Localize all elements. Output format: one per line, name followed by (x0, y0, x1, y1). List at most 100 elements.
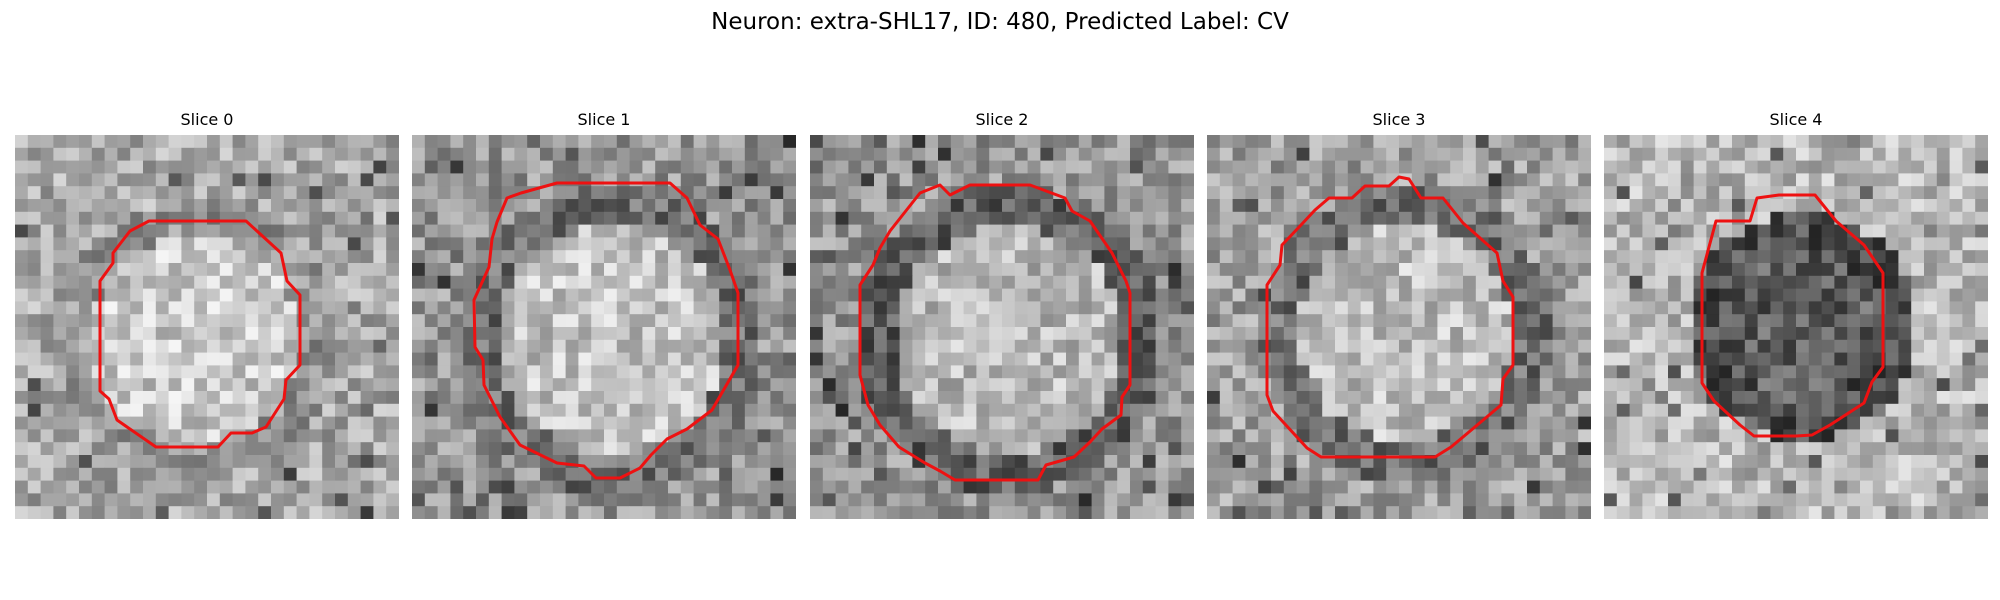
pixel (1258, 340, 1271, 353)
pixel (373, 340, 386, 353)
pixel (694, 353, 707, 366)
pixel (989, 161, 1002, 174)
pixel (719, 404, 732, 417)
pixel (233, 353, 246, 366)
pixel (1258, 186, 1271, 199)
pixel (1860, 493, 1873, 506)
pixel (1130, 429, 1143, 442)
pixel (566, 263, 579, 276)
pixel (1706, 173, 1719, 186)
pixel (1681, 378, 1694, 391)
pixel (1143, 429, 1156, 442)
pixel (1233, 391, 1246, 404)
pixel (591, 353, 604, 366)
pixel (1770, 212, 1783, 225)
pixel (194, 493, 207, 506)
pixel (1694, 237, 1707, 250)
pixel (912, 493, 925, 506)
pixel (1412, 429, 1425, 442)
pixel (1950, 276, 1963, 289)
pixel (1937, 301, 1950, 314)
pixel (348, 237, 361, 250)
pixel (694, 263, 707, 276)
pixel (1514, 468, 1527, 481)
pixel (1220, 455, 1233, 468)
pixel (194, 417, 207, 430)
pixel (373, 404, 386, 417)
pixel (604, 289, 617, 302)
pixel (79, 417, 92, 430)
pixel (130, 301, 143, 314)
pixel (1143, 237, 1156, 250)
pixel (887, 327, 900, 340)
pixel (540, 327, 553, 340)
pixel (1028, 276, 1041, 289)
pixel (1092, 314, 1105, 327)
pixel (169, 225, 182, 238)
pixel (1719, 301, 1732, 314)
pixel (591, 225, 604, 238)
pixel (874, 173, 887, 186)
pixel (92, 353, 105, 366)
pixel (1822, 493, 1835, 506)
pixel (1348, 199, 1361, 212)
pixel (1156, 455, 1169, 468)
pixel (1143, 327, 1156, 340)
pixel (1463, 263, 1476, 276)
pixel (53, 365, 66, 378)
pixel (1796, 263, 1809, 276)
pixel (335, 429, 348, 442)
pixel (450, 417, 463, 430)
pixel (1514, 237, 1527, 250)
pixel (412, 301, 425, 314)
pixel (848, 237, 861, 250)
pixel (169, 429, 182, 442)
pixel (1681, 391, 1694, 404)
pixel (989, 135, 1002, 148)
pixel (15, 429, 28, 442)
pixel (783, 404, 796, 417)
pixel (976, 276, 989, 289)
pixel (1642, 148, 1655, 161)
pixel (220, 225, 233, 238)
pixel (1092, 455, 1105, 468)
pixel (425, 340, 438, 353)
pixel (1309, 173, 1322, 186)
pixel (1130, 455, 1143, 468)
pixel (1962, 237, 1975, 250)
pixel (1361, 237, 1374, 250)
pixel (912, 468, 925, 481)
pixel (1783, 173, 1796, 186)
pixel (425, 391, 438, 404)
pixel (964, 391, 977, 404)
pixel (220, 353, 233, 366)
pixel (1476, 442, 1489, 455)
pixel (1156, 365, 1169, 378)
pixel (706, 429, 719, 442)
pixel (1681, 468, 1694, 481)
pixel (348, 250, 361, 263)
pixel (1886, 263, 1899, 276)
pixel (489, 442, 502, 455)
pixel (951, 493, 964, 506)
pixel (1501, 493, 1514, 506)
pixel (41, 365, 54, 378)
pixel (617, 250, 630, 263)
pixel (1053, 481, 1066, 494)
pixel (1361, 199, 1374, 212)
pixel (438, 276, 451, 289)
pixel (912, 212, 925, 225)
pixel (1130, 250, 1143, 263)
pixel (1348, 429, 1361, 442)
pixel (1770, 289, 1783, 302)
pixel (1514, 161, 1527, 174)
pixel (53, 301, 66, 314)
pixel (361, 442, 374, 455)
pixel (335, 250, 348, 263)
pixel (1758, 161, 1771, 174)
pixel (348, 199, 361, 212)
pixel (1425, 148, 1438, 161)
pixel (1386, 161, 1399, 174)
pixel (964, 327, 977, 340)
pixel (706, 173, 719, 186)
